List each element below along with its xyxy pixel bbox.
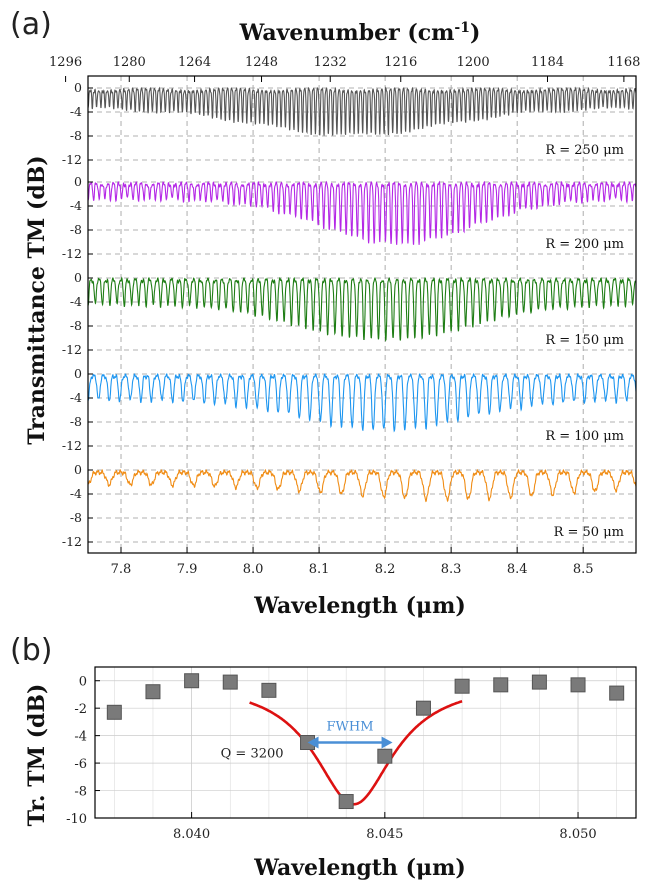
a-ytick-label: -12	[62, 152, 82, 167]
data-point	[222, 674, 238, 690]
a-ytick-label: -8	[70, 510, 82, 525]
series-line	[87, 468, 637, 503]
panel-a-series: R = 250 μm R = 200 μm R = 150 μm R = 100 μm…	[87, 86, 637, 540]
panel-b-label: (b)	[10, 633, 52, 668]
panel-b-chart: Tr. TM (dB) Wavelength (μm) FWHM Q = 3200…	[24, 666, 637, 881]
a-x2tick-label: 1200	[457, 55, 490, 70]
data-point	[609, 685, 625, 701]
a-x2tick-label: 1184	[531, 55, 564, 70]
transmittance-axis-title: Transmittance TM (dB)	[24, 155, 50, 444]
a-ytick-label: -12	[62, 246, 82, 261]
data-point	[106, 704, 122, 720]
a-ytick-label: -12	[62, 534, 82, 549]
panel-b-ticks: 8.040 8.045 8.050 0 -2 -4 -6 -8 -10	[66, 675, 597, 842]
series-label: R = 200 μm	[545, 237, 624, 252]
data-point	[377, 748, 393, 764]
a-ytick-label: 0	[74, 462, 82, 477]
a-ytick-label: 0	[74, 174, 82, 189]
tr-tm-axis-title: Tr. TM (dB)	[24, 684, 50, 827]
a-xtick-label: 8.1	[309, 562, 330, 577]
fwhm-arrowhead-right	[381, 736, 393, 749]
a-xtick-label: 7.9	[177, 562, 198, 577]
a-ytick-label: -8	[70, 222, 82, 237]
a-ytick-label: -4	[70, 390, 82, 405]
panel-b-points	[106, 673, 625, 810]
lorentzian-fit-line	[249, 700, 463, 806]
data-point	[145, 684, 161, 700]
a-x2tick-label: 1232	[314, 55, 347, 70]
panel-b-annotations: FWHM Q = 3200	[221, 720, 393, 762]
data-point	[184, 673, 200, 689]
data-point	[570, 677, 586, 693]
a-x2tick-label: 1296	[49, 55, 82, 70]
series-line	[87, 180, 637, 245]
data-point	[261, 682, 277, 698]
a-ytick-label: -12	[62, 342, 82, 357]
wavelength-axis-title-b: Wavelength (μm)	[253, 855, 466, 881]
panel-a-label: (a)	[10, 7, 52, 42]
data-point	[531, 674, 547, 690]
b-xtick-label: 8.040	[173, 827, 210, 842]
series-label: R = 50 μm	[554, 525, 624, 540]
a-ytick-label: -8	[70, 128, 82, 143]
b-ytick-label: -10	[66, 812, 87, 827]
series-label: R = 150 μm	[545, 333, 624, 348]
a-xtick-label: 7.8	[111, 562, 132, 577]
a-ytick-label: -12	[62, 438, 82, 453]
series-line	[87, 276, 637, 342]
a-x2tick-label: 1264	[178, 55, 211, 70]
b-ytick-label: -8	[74, 785, 87, 800]
a-ytick-label: 0	[74, 366, 82, 381]
a-xtick-label: 8.5	[573, 562, 594, 577]
q-factor-label: Q = 3200	[221, 747, 284, 762]
panel-b-fit	[249, 700, 463, 806]
a-ytick-label: 0	[74, 80, 82, 95]
data-point	[493, 677, 509, 693]
series-label: R = 250 μm	[545, 143, 624, 158]
a-x2tick-label: 1168	[607, 55, 640, 70]
data-point	[338, 794, 354, 810]
panel-a-frame	[87, 75, 637, 554]
wavelength-axis-title-a: Wavelength (μm)	[253, 593, 466, 619]
fwhm-label: FWHM	[327, 720, 374, 735]
panel-a-ticks: 7.8 7.9 8.0 8.1 8.2 8.3 8.4 8.5 1296 1280 1264 1248…	[49, 55, 640, 577]
a-x2tick-label: 1216	[384, 55, 417, 70]
b-xtick-label: 8.050	[559, 827, 596, 842]
b-ytick-label: -2	[74, 702, 87, 717]
series-line	[87, 86, 637, 136]
b-xtick-label: 8.045	[366, 827, 403, 842]
a-xtick-label: 8.0	[243, 562, 264, 577]
series-label: R = 100 μm	[545, 429, 624, 444]
data-point	[415, 700, 431, 716]
panel-a-chart: Wavenumber (cm-1) Transmittance TM (dB) …	[24, 20, 640, 619]
a-ytick-label: -8	[70, 318, 82, 333]
data-point	[454, 678, 470, 694]
a-ytick-label: -4	[70, 294, 82, 309]
a-ytick-label: -4	[70, 198, 82, 213]
wavenumber-axis-title: Wavenumber (cm-1)	[239, 20, 481, 46]
a-xtick-label: 8.4	[507, 562, 528, 577]
a-ytick-label: -4	[70, 104, 82, 119]
a-x2tick-label: 1280	[113, 55, 146, 70]
fwhm-arrowhead-left	[307, 736, 319, 749]
b-ytick-label: 0	[79, 675, 87, 690]
panel-b-frame	[94, 666, 637, 819]
a-ytick-label: -8	[70, 414, 82, 429]
a-ytick-label: -4	[70, 486, 82, 501]
a-xtick-label: 8.2	[375, 562, 396, 577]
series-line	[87, 372, 637, 433]
a-x2tick-label: 1248	[245, 55, 278, 70]
b-ytick-label: -4	[74, 730, 87, 745]
a-ytick-label: 0	[74, 270, 82, 285]
b-ytick-label: -6	[74, 757, 87, 772]
a-xtick-label: 8.3	[441, 562, 462, 577]
